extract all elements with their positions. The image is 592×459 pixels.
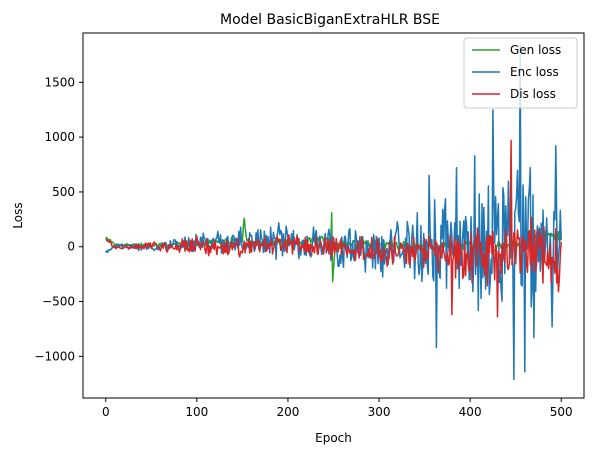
x-axis: 0 100 200 300 400 500 (102, 398, 573, 419)
x-tick-label: 400 (459, 405, 482, 419)
y-tick-label: 0 (67, 240, 75, 254)
legend-box (463, 37, 578, 109)
x-tick-label: 0 (102, 405, 110, 419)
y-tick-label: −1000 (34, 349, 75, 363)
legend-label: Enc loss (510, 65, 559, 79)
x-tick-label: 500 (550, 405, 573, 419)
x-tick-label: 300 (368, 405, 391, 419)
y-axis-label: Loss (11, 202, 25, 228)
x-axis-label: Epoch (315, 431, 352, 445)
y-tick-label: 500 (52, 185, 75, 199)
series-layer (105, 43, 562, 381)
legend-label: Dis loss (510, 87, 556, 101)
x-tick-label: 200 (277, 405, 300, 419)
series-line-dis-loss (105, 139, 562, 318)
y-tick-label: 1000 (44, 130, 75, 144)
legend: Gen loss Enc loss Dis loss (463, 37, 578, 109)
plot-frame (82, 32, 585, 399)
y-tick-label: −500 (42, 295, 75, 309)
legend-label: Gen loss (510, 43, 561, 57)
chart-title: Model BasicBiganExtraHLR BSE (220, 12, 440, 28)
y-tick-label: 1500 (44, 75, 75, 89)
x-tick-label: 100 (185, 405, 208, 419)
y-axis: −1000 −500 0 500 1000 1500 (34, 75, 83, 363)
